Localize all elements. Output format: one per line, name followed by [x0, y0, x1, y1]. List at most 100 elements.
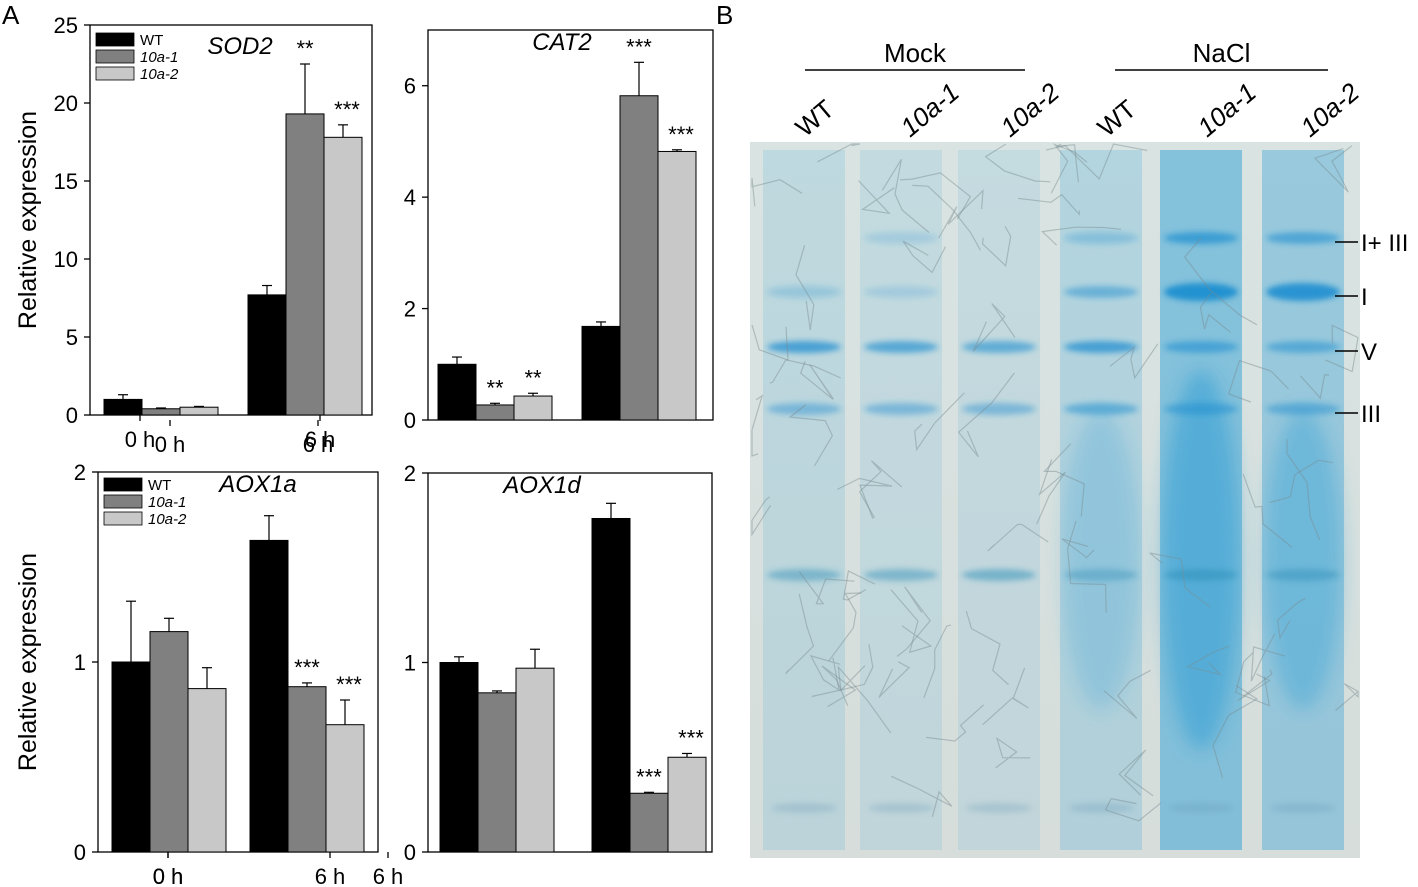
band-i-iii: [1164, 232, 1238, 244]
band-v: [962, 341, 1036, 353]
gel-crack: [891, 775, 953, 817]
band-bottom: [966, 803, 1032, 813]
band-i: [767, 286, 841, 298]
chart-title: AOX1d: [501, 472, 581, 499]
bar-10a-1-0-h: [141, 408, 181, 416]
y-tick-label: 1: [404, 651, 416, 676]
gel-crack: [912, 184, 982, 251]
band-v: [767, 341, 841, 353]
x-tick-label: 0 h: [155, 432, 186, 457]
gel-crack: [1061, 538, 1095, 559]
gel-crack: [1227, 359, 1289, 403]
bar-10a-2-6-h: [325, 724, 365, 853]
gel-crack: [842, 570, 876, 601]
legend-swatch-10a-2: [95, 66, 135, 81]
gel-crack: [1276, 597, 1306, 640]
gel-crack: [1299, 374, 1329, 400]
gel-lanes: [763, 150, 1344, 850]
gel-lane-6: [1262, 150, 1344, 850]
gel-crack: [858, 460, 903, 519]
gel-crack: [923, 624, 952, 699]
significance-label: ***: [636, 764, 662, 789]
panel-label-b: B: [716, 0, 733, 30]
significance-label: ***: [668, 122, 694, 147]
gel-crack: [1237, 669, 1273, 702]
gel-lane-4: [1060, 150, 1142, 850]
band-bottom: [1068, 803, 1134, 813]
chart-sod2: 0 5 10 15 20 25 Relative expression SOD2 0 h 6 h *…: [14, 13, 373, 452]
gel-crack: [1250, 633, 1286, 682]
gel-crack: [817, 143, 861, 163]
gel-crack: [1183, 237, 1258, 326]
y-tick-label: 0: [74, 840, 86, 865]
band-v: [1064, 341, 1138, 353]
gel-crack: [899, 172, 972, 220]
bar-wt-0-h: [111, 661, 151, 853]
bar-wt-0-h: [439, 662, 479, 853]
chart-cat2: 0 2 4 6 CAT2 0 h ** ** 6 h *** ***: [155, 29, 714, 457]
significance-label: ***: [334, 97, 360, 122]
lane-background: [958, 150, 1040, 850]
gel-crack: [837, 665, 892, 734]
band-low: [767, 569, 841, 581]
bar-10a-1-0-h: [477, 692, 517, 853]
band-i: [1266, 283, 1340, 301]
y-tick-label: 6: [404, 74, 416, 99]
lane-label-1: WT: [790, 94, 840, 143]
lane-label-6: 10a-2: [1295, 77, 1366, 143]
bar-10a-1-0-h: [149, 631, 189, 853]
band-iii: [962, 403, 1036, 415]
band-v: [1164, 341, 1238, 353]
band-iii: [1266, 403, 1340, 415]
smear: [1062, 410, 1140, 710]
bar-10a-2-0-h: [179, 406, 219, 416]
y-tick-label: 20: [54, 91, 78, 116]
legend-label-10a-2: 10a-2: [140, 66, 179, 83]
band-low: [1164, 569, 1238, 581]
gel-crack: [1212, 684, 1259, 779]
panel-label-a: A: [2, 0, 20, 30]
bar-10a-1-6-h: [619, 95, 659, 421]
gel-crack: [751, 496, 772, 537]
band-i-iii: [864, 232, 938, 244]
x-tick-label: 0 h: [125, 427, 156, 452]
legend-label-wt: WT: [140, 32, 163, 49]
gel-crack: [1118, 749, 1154, 797]
gel-cracks: [751, 143, 1360, 822]
band-v: [1266, 341, 1340, 353]
marker-label-v: V: [1361, 339, 1377, 366]
lane-label-2: 10a-1: [895, 77, 965, 143]
bar-wt-6-h: [247, 294, 287, 416]
legend-label-wt: WT: [148, 477, 171, 494]
x-tick-label: 6 h: [303, 432, 334, 457]
gel-crack: [981, 226, 1012, 268]
y-tick-label: 2: [74, 460, 86, 485]
plot-frame: [89, 24, 373, 416]
gel-lane-1: [763, 150, 845, 850]
gel-crack: [1056, 143, 1079, 183]
gel-crack: [1050, 143, 1088, 194]
significance-label: **: [524, 365, 542, 390]
gel-crack: [1017, 193, 1080, 216]
gel-crack: [902, 240, 947, 274]
band-iii: [767, 403, 841, 415]
gel-crack: [837, 477, 893, 519]
gel-crack: [751, 324, 789, 361]
chart-title: CAT2: [532, 29, 592, 56]
gel-crack: [1269, 459, 1334, 504]
significance-label: ***: [678, 725, 704, 750]
legend-swatch-wt: [103, 477, 143, 492]
y-tick-label: 0: [66, 403, 78, 428]
lane-label-3: 10a-2: [995, 77, 1066, 143]
bar-10a-2-0-h: [513, 395, 553, 421]
chart-aox1d: 0 1 2 AOX1d 0 h 6 h *** ***: [153, 461, 713, 887]
gel-lane-5: [1160, 150, 1242, 850]
x-tick-label: 0 h: [153, 864, 184, 887]
bar-10a-1-6-h: [287, 686, 327, 853]
gel-crack: [1067, 520, 1107, 613]
significance-label: ***: [294, 655, 320, 680]
bar-10a-2-0-h: [187, 688, 227, 853]
gel-crack: [1242, 473, 1293, 548]
band-low: [962, 569, 1036, 581]
